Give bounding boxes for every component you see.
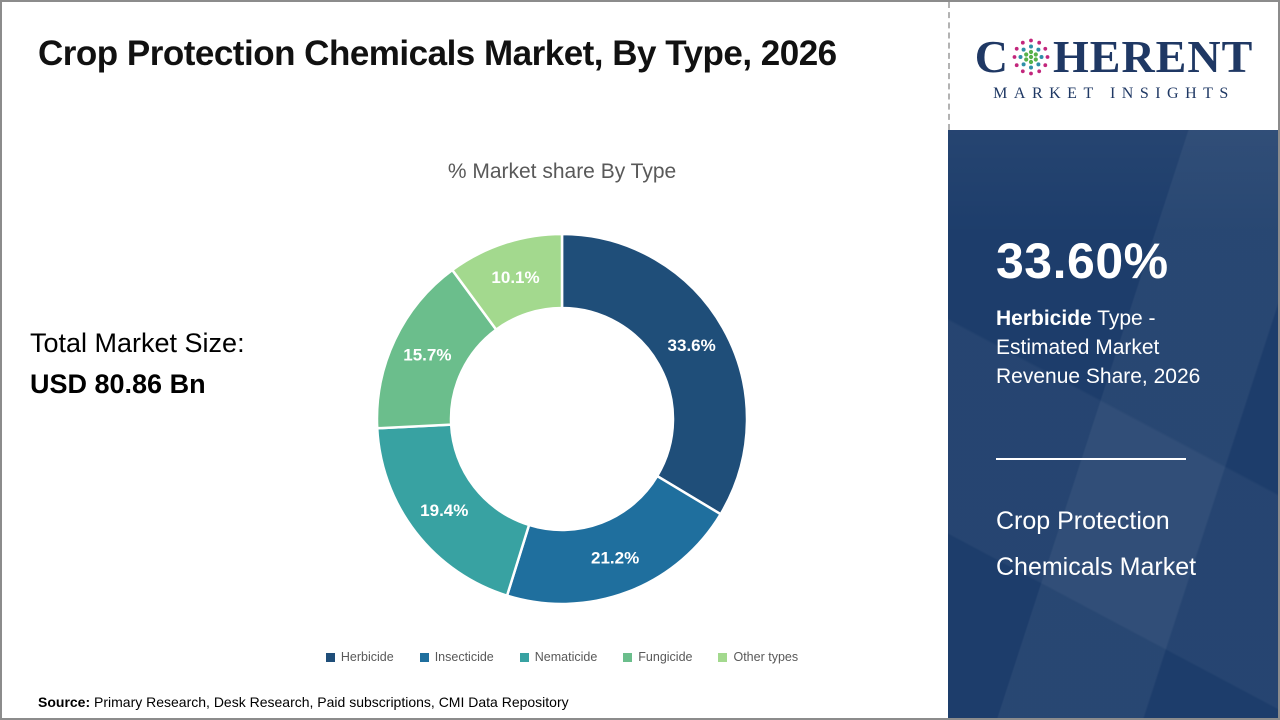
donut-segment-herbicide [560, 232, 749, 516]
legend-label: Fungicide [638, 650, 693, 664]
legend-swatch-icon [519, 652, 529, 662]
donut-chart: 33.6% 21.2% 19.4% 15.7% 10.1% [375, 232, 749, 606]
legend-swatch-icon [419, 652, 429, 662]
source-text: Primary Research, Desk Research, Paid su… [90, 694, 569, 710]
market-name-line2: Chemicals Market [996, 553, 1197, 581]
market-name-line1: Crop Protection [996, 507, 1170, 535]
headline-desc-line3: Revenue Share, 2026 [996, 365, 1201, 388]
legend-item-nematicide: Nematicide [519, 650, 598, 664]
legend-swatch-icon [718, 652, 728, 662]
legend-item-fungicide: Fungicide [623, 650, 692, 664]
donut-segment-other-types [451, 232, 564, 331]
chart-legend: Herbicide Insecticide Nematicide Fungicide O… [202, 650, 922, 664]
donut-label-other-types: 10.1% [491, 268, 539, 287]
highlight-panel: 33.60% Herbicide Type - Estimated Market… [948, 130, 1278, 718]
legend-swatch-icon [623, 652, 633, 662]
panel-divider [996, 458, 1186, 460]
legend-swatch-icon [325, 652, 335, 662]
total-market-size-value: USD 80.86 Bn [30, 369, 206, 399]
logo-subtitle: MARKET INSIGHTS [993, 84, 1235, 102]
logo-letters-herent: HERENT [1052, 30, 1254, 82]
total-market-size-block: Total Market Size: USD 80.86 Bn [30, 328, 245, 400]
headline-percentage: 33.60% [996, 233, 1169, 289]
globe-dots-icon [1012, 38, 1050, 75]
source-note: Source: Primary Research, Desk Research,… [38, 694, 569, 710]
total-market-size-label: Total Market Size: [30, 328, 245, 358]
page-title: Crop Protection Chemicals Market, By Typ… [38, 34, 837, 73]
market-name: Crop Protection Chemicals Market [996, 498, 1196, 590]
headline-segment-name: Herbicide [996, 307, 1092, 330]
donut-segment-insecticide [505, 474, 722, 606]
headline-desc-line2: Estimated Market [996, 336, 1160, 359]
legend-item-insecticide: Insecticide [419, 650, 494, 664]
donut-label-herbicide: 33.6% [668, 336, 716, 355]
source-label: Source: [38, 694, 91, 710]
headline-description: Herbicide Type - Estimated Market Revenu… [996, 304, 1200, 391]
legend-label: Insecticide [434, 650, 494, 664]
donut-label-nematicide: 19.4% [420, 501, 468, 520]
headline-desc-rest: Type - [1091, 307, 1156, 330]
legend-label: Herbicide [340, 650, 394, 664]
legend-label: Nematicide [534, 650, 598, 664]
logo-wordmark: C HERENT [974, 30, 1254, 82]
coherent-logo: C HERENT MARKET INSIGHTS [948, 2, 1278, 130]
legend-item-other-types: Other types [718, 650, 798, 664]
legend-label: Other types [733, 650, 799, 664]
legend-item-herbicide: Herbicide [325, 650, 394, 664]
chart-title: % Market share By Type [447, 160, 677, 183]
donut-label-fungicide: 15.7% [403, 346, 451, 365]
donut-label-insecticide: 21.2% [591, 549, 639, 568]
logo-letter-c: C [974, 30, 1009, 82]
